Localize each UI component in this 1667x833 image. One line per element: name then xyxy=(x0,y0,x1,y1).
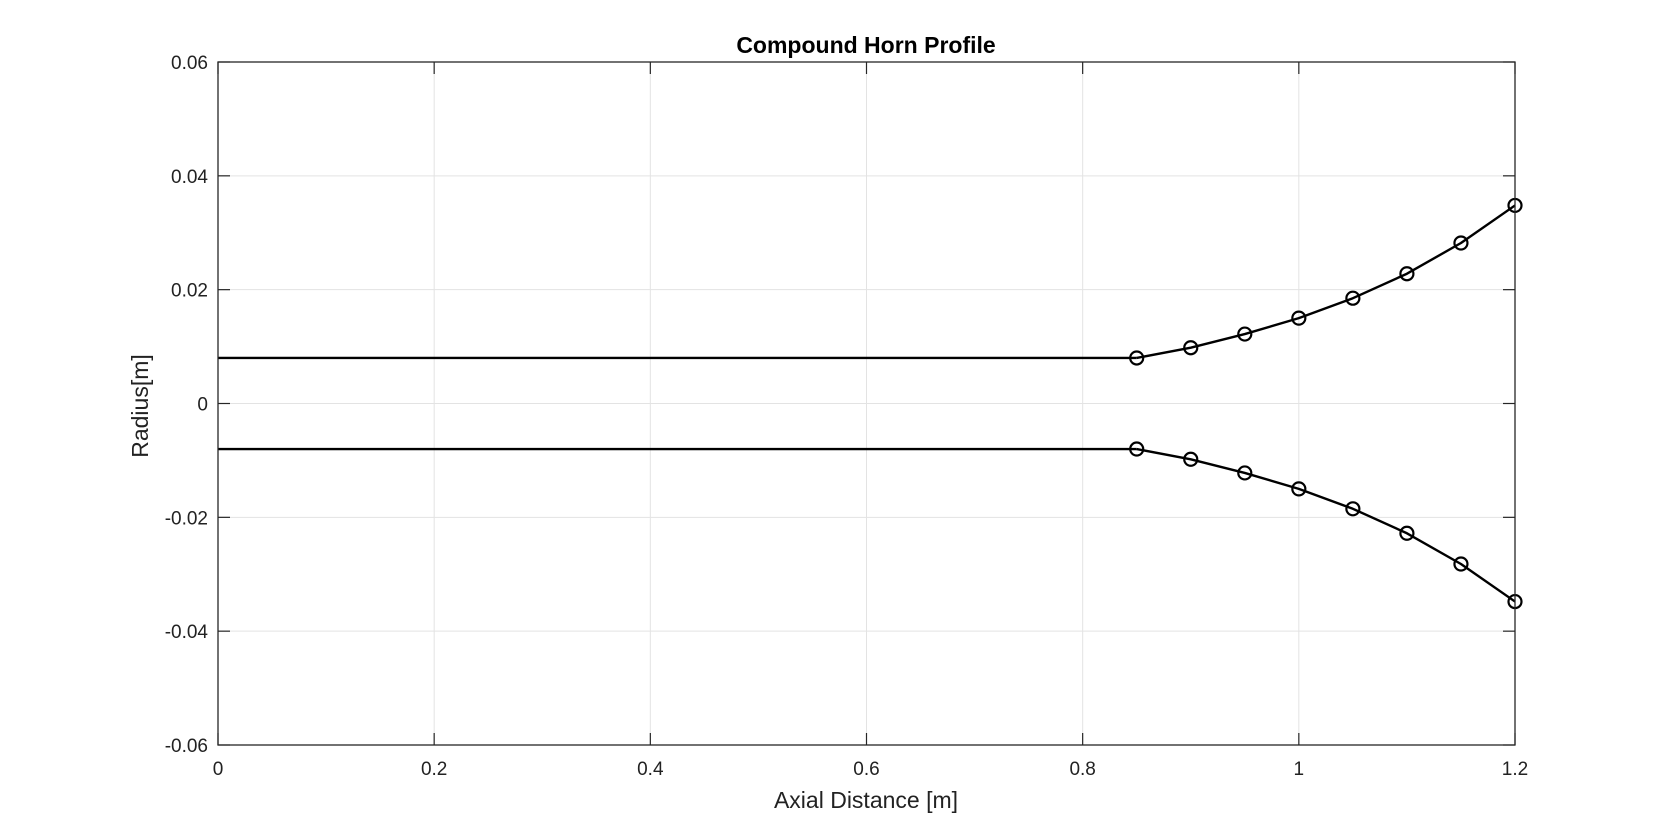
y-tick-label: 0.04 xyxy=(171,167,208,188)
data-point-marker xyxy=(1237,326,1253,342)
series-line-3 xyxy=(1136,447,1516,603)
data-point-marker xyxy=(1399,266,1415,282)
y-tick-label: 0.02 xyxy=(171,281,208,302)
x-tick-label: 0.8 xyxy=(1069,759,1095,780)
y-axis-label: Radius[m] xyxy=(127,354,153,458)
y-tick-label: 0.06 xyxy=(171,53,208,74)
grid-lines xyxy=(217,61,1516,746)
x-tick-label: 0.6 xyxy=(853,759,879,780)
tick-labels: 0 0.2 0.4 0.6 0.8 1 1.2 -0.06 -0.04 -0.02 0 0.02 0.0… xyxy=(165,53,1529,780)
data-point-marker xyxy=(1183,451,1199,467)
y-tick-label: -0.04 xyxy=(165,622,209,643)
x-axis-label: Axial Distance [m] xyxy=(774,787,958,813)
data-point-marker xyxy=(1183,340,1199,356)
y-tick-label: 0 xyxy=(197,395,208,416)
data-point-marker xyxy=(1129,441,1145,457)
x-tick-label: 0.4 xyxy=(637,759,664,780)
data-point-marker xyxy=(1291,481,1307,497)
y-tick-label: -0.06 xyxy=(165,736,208,757)
data-point-marker xyxy=(1345,290,1361,306)
x-tick-label: 0.2 xyxy=(421,759,447,780)
data-point-marker xyxy=(1453,556,1469,572)
series-line-2 xyxy=(1136,204,1516,360)
plot-frame xyxy=(217,61,1516,746)
x-tick-label: 1 xyxy=(1294,759,1305,780)
x-tick-label: 0 xyxy=(213,759,224,780)
data-series xyxy=(218,197,1523,610)
data-point-marker xyxy=(1237,465,1253,481)
y-tick-label: -0.02 xyxy=(165,508,208,529)
data-point-marker xyxy=(1399,525,1415,541)
x-tick-label: 1.2 xyxy=(1502,759,1528,780)
data-point-marker xyxy=(1129,350,1145,366)
data-point-marker xyxy=(1291,310,1307,326)
data-point-marker xyxy=(1345,501,1361,517)
chart-title: Compound Horn Profile xyxy=(736,32,995,58)
data-point-marker xyxy=(1453,235,1469,251)
